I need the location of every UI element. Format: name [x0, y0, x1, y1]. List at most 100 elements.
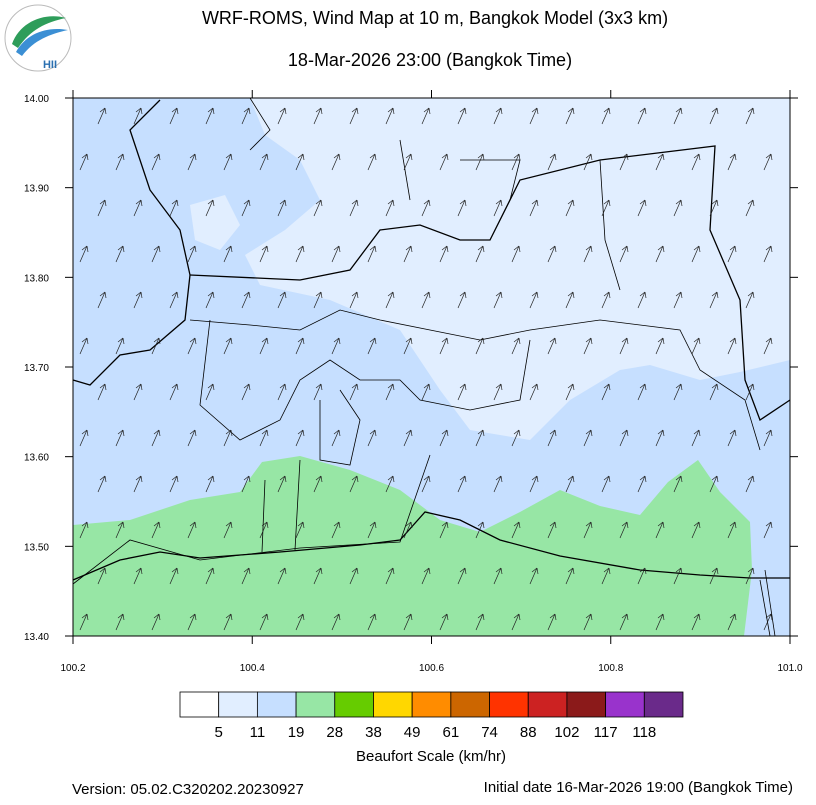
- wind-arrow: [529, 475, 539, 493]
- wind-arrow: [205, 567, 215, 585]
- wind-arrow: [601, 291, 611, 309]
- colorbar-label: 11: [250, 724, 266, 741]
- colorbar-box: [334, 691, 374, 718]
- wind-arrow: [205, 107, 215, 125]
- colorbar-box: [373, 691, 413, 718]
- wind-arrow: [619, 613, 629, 631]
- wind-arrow: [313, 383, 323, 401]
- wind-arrow: [439, 245, 449, 263]
- wind-arrow: [421, 383, 431, 401]
- wind-arrow: [457, 199, 467, 217]
- wind-arrow: [385, 383, 395, 401]
- wind-arrow: [439, 429, 449, 447]
- wind-arrow: [367, 613, 377, 631]
- wind-arrow: [565, 475, 575, 493]
- wind-arrow: [493, 291, 503, 309]
- wind-arrow: [439, 337, 449, 355]
- wind-arrow: [583, 337, 593, 355]
- colorbar: 5 11 19 28 38 49 61 74 88 102 117 118: [179, 691, 684, 741]
- wind-arrow: [691, 245, 701, 263]
- wind-arrow: [367, 245, 377, 263]
- x-tick-label: 100.8: [598, 663, 623, 674]
- wind-arrow: [259, 337, 269, 355]
- wind-arrow: [763, 153, 773, 171]
- wind-arrow: [637, 107, 647, 125]
- wind-arrow: [637, 567, 647, 585]
- wind-arrow: [313, 199, 323, 217]
- wind-arrow: [115, 153, 125, 171]
- wind-arrow: [547, 429, 557, 447]
- wind-arrow: [655, 521, 665, 539]
- wind-arrow: [259, 429, 269, 447]
- wind-arrow: [241, 567, 251, 585]
- wind-arrow: [367, 153, 377, 171]
- wind-arrow: [637, 383, 647, 401]
- wind-arrow: [277, 107, 287, 125]
- wind-arrow: [79, 429, 89, 447]
- coastline: [72, 511, 790, 581]
- wind-arrow: [241, 383, 251, 401]
- boundary: [189, 145, 791, 421]
- wind-arrow: [349, 291, 359, 309]
- wind-arrow: [223, 245, 233, 263]
- colorbar-label: 74: [481, 724, 498, 741]
- initial-date: Initial date 16-Mar-2026 19:00 (Bangkok …: [484, 779, 793, 796]
- colorbar-box: [218, 691, 258, 718]
- field-green: [73, 456, 752, 636]
- colorbar-box: [566, 691, 607, 718]
- version: Version: 05.02.C320202.20230927: [72, 781, 304, 798]
- wind-arrow: [709, 107, 719, 125]
- district: [199, 319, 531, 441]
- wind-arrow: [475, 337, 485, 355]
- wind-arrow: [475, 521, 485, 539]
- y-tick-label: 13.60: [24, 453, 49, 464]
- wind-arrow: [169, 107, 179, 125]
- colorbar-label: 38: [365, 724, 382, 741]
- wind-arrow: [169, 567, 179, 585]
- wind-arrow: [259, 613, 269, 631]
- wind-arrow: [493, 383, 503, 401]
- wind-arrow: [187, 337, 197, 355]
- wind-arrow: [493, 199, 503, 217]
- wind-arrow: [79, 613, 89, 631]
- wind-arrow: [385, 475, 395, 493]
- y-tick-label: 14.00: [24, 94, 49, 105]
- title: WRF-ROMS, Wind Map at 10 m, Bangkok Mode…: [202, 8, 668, 28]
- district: [249, 97, 621, 553]
- wind-arrow: [97, 107, 107, 125]
- wind-arrow: [115, 337, 125, 355]
- wind-arrow: [223, 429, 233, 447]
- wind-arrow: [565, 291, 575, 309]
- wind-arrow: [511, 337, 521, 355]
- wind-arrow: [763, 245, 773, 263]
- axes: 100.2 100.4 100.6 100.8 101.0 13.40 13.50 13.60…: [24, 90, 803, 674]
- wind-arrow: [619, 153, 629, 171]
- wind-arrow: [97, 475, 107, 493]
- wind-arrow: [331, 337, 341, 355]
- colorbar-label: 19: [288, 724, 305, 741]
- wind-arrow: [367, 521, 377, 539]
- colorbar-box: [256, 691, 297, 718]
- wind-arrow: [79, 521, 89, 539]
- wind-arrow: [763, 521, 773, 539]
- wind-arrow: [565, 107, 575, 125]
- wind-arrow: [763, 337, 773, 355]
- wind-arrow: [601, 475, 611, 493]
- wind-arrow: [97, 567, 107, 585]
- wind-arrow: [151, 613, 161, 631]
- wind-arrow: [583, 245, 593, 263]
- wind-arrow: [403, 613, 413, 631]
- y-tick-label: 13.80: [24, 273, 49, 284]
- colorbar-box: [295, 691, 336, 718]
- wind-arrow: [115, 613, 125, 631]
- wind-arrow: [295, 245, 305, 263]
- wind-arrow: [727, 521, 737, 539]
- wind-arrow: [439, 153, 449, 171]
- wind-arrow: [403, 521, 413, 539]
- wind-arrow: [259, 245, 269, 263]
- wind-arrow: [331, 613, 341, 631]
- wind-arrow: [421, 107, 431, 125]
- wind-arrow: [223, 613, 233, 631]
- wind-arrow: [421, 567, 431, 585]
- field-light: [190, 195, 240, 250]
